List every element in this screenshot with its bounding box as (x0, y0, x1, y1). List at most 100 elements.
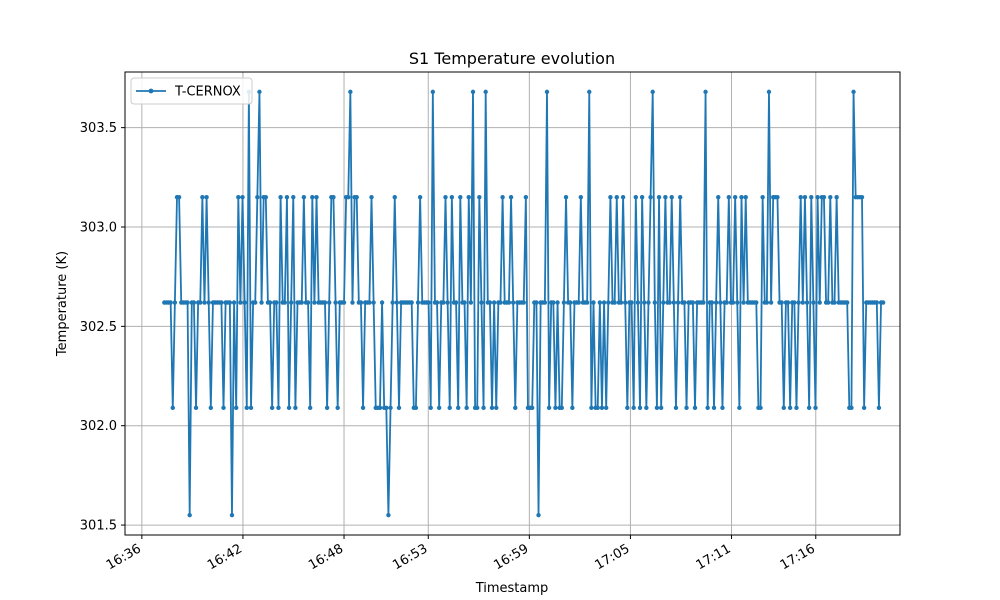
data-point (606, 300, 611, 305)
data-point (813, 405, 818, 411)
data-point (494, 405, 499, 411)
data-point (625, 405, 630, 411)
data-point (267, 300, 273, 305)
data-point (200, 194, 205, 200)
data-point (491, 300, 497, 305)
y-tick-label: 302.0 (80, 419, 117, 434)
data-point (253, 300, 258, 305)
data-point (692, 405, 698, 411)
data-point (348, 89, 353, 95)
data-point (739, 194, 744, 200)
data-point (673, 405, 679, 411)
data-point (240, 194, 245, 200)
data-point (637, 405, 643, 411)
data-point (546, 405, 552, 411)
data-point (849, 405, 854, 411)
data-point (608, 194, 613, 200)
data-point (409, 300, 414, 305)
data-point (470, 89, 476, 95)
data-point (331, 194, 336, 200)
data-point (274, 300, 279, 305)
data-point (568, 300, 573, 305)
data-point (730, 300, 736, 305)
data-point (711, 405, 717, 411)
y-tick-label: 301.5 (80, 519, 117, 534)
data-point (477, 194, 482, 200)
data-point (794, 405, 799, 411)
data-point (815, 194, 820, 200)
data-point (312, 300, 317, 305)
data-point (658, 405, 664, 411)
data-point (455, 405, 461, 411)
data-point (500, 194, 505, 200)
legend-marker-swatch (148, 88, 154, 94)
data-point (701, 300, 706, 305)
data-point (276, 405, 281, 411)
data-point (529, 405, 535, 411)
data-point (618, 300, 624, 305)
data-point (333, 300, 338, 305)
data-point (379, 300, 385, 305)
data-point (825, 300, 831, 305)
data-point (804, 300, 810, 305)
data-point (449, 194, 455, 200)
data-point (202, 300, 207, 305)
data-point (371, 300, 376, 305)
data-point (716, 194, 721, 200)
data-point (861, 405, 867, 411)
data-point (578, 194, 584, 200)
data-point (669, 194, 674, 200)
data-point (436, 405, 442, 411)
data-point (623, 300, 628, 305)
data-point (310, 194, 315, 200)
data-point (614, 194, 619, 200)
data-point (434, 300, 440, 305)
data-point (644, 405, 649, 411)
data-point (828, 194, 833, 200)
data-point (671, 300, 677, 305)
data-point (775, 194, 780, 200)
y-axis-label: Temperature (K) (55, 251, 70, 357)
data-point (553, 405, 558, 411)
data-point (468, 300, 474, 305)
data-point (764, 300, 770, 305)
data-point (394, 300, 400, 305)
data-point (523, 194, 529, 200)
data-point (396, 405, 402, 411)
data-point (817, 300, 822, 305)
data-point (561, 300, 567, 305)
data-point (785, 300, 791, 305)
y-tick-label: 302.5 (80, 320, 117, 335)
data-point (809, 194, 814, 200)
data-point (798, 194, 803, 200)
data-point (506, 300, 512, 305)
data-point (834, 194, 839, 200)
data-point (369, 194, 374, 200)
data-point (601, 300, 607, 305)
data-point (743, 194, 748, 200)
data-point (544, 89, 550, 95)
data-point (880, 300, 886, 305)
data-point (244, 405, 249, 411)
data-point (741, 300, 746, 305)
data-point (513, 405, 518, 411)
data-point (654, 405, 660, 411)
data-point (874, 300, 880, 305)
data-point (278, 194, 283, 200)
data-point (443, 194, 448, 200)
data-point (760, 194, 765, 200)
data-point (248, 405, 254, 411)
data-point (603, 405, 609, 411)
data-point (314, 194, 319, 200)
data-point (661, 300, 666, 305)
data-point (227, 300, 233, 305)
data-point (675, 300, 681, 305)
data-point (479, 300, 484, 305)
data-point (845, 300, 850, 305)
data-point (441, 300, 446, 305)
data-point (206, 300, 211, 305)
data-point (208, 405, 214, 411)
data-point (768, 300, 774, 305)
y-tick-label: 303.5 (80, 121, 117, 136)
data-point (591, 300, 596, 305)
